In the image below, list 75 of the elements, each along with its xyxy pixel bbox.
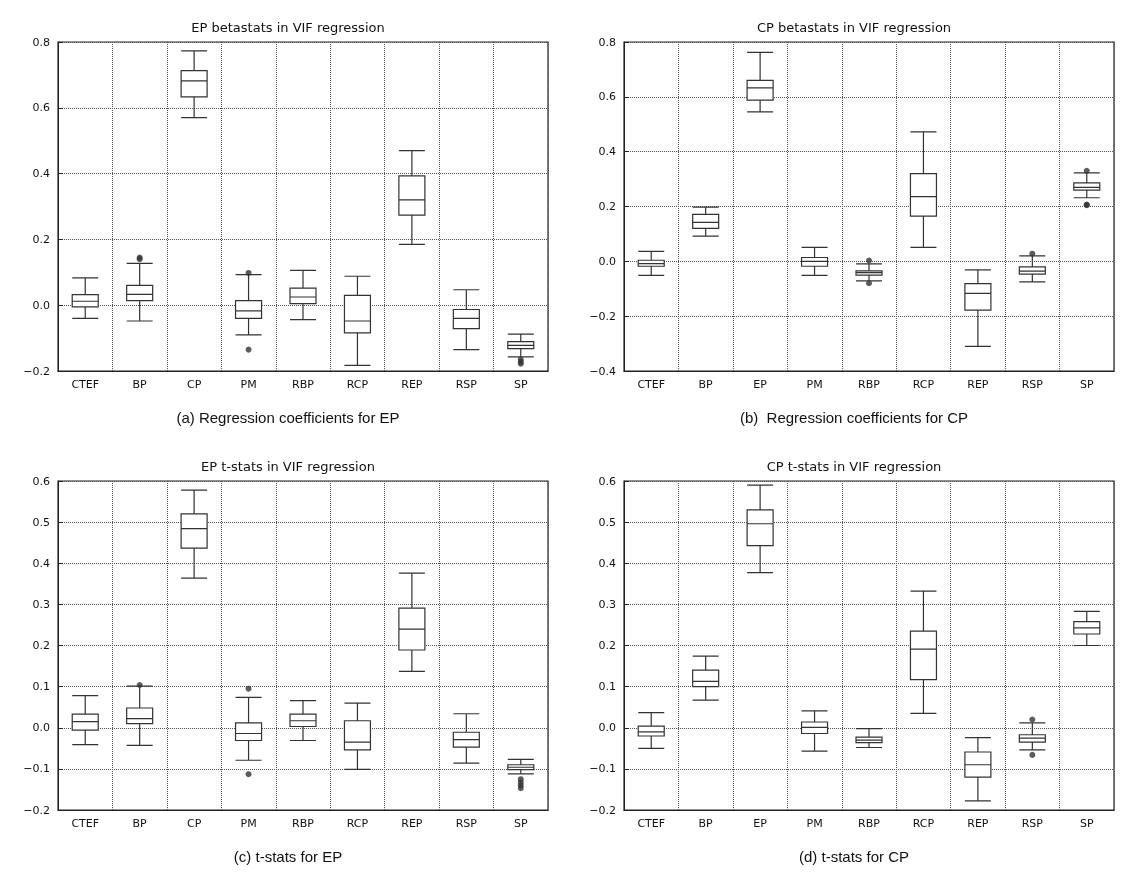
text: (b) Regression coefficients for CP bbox=[739, 409, 969, 426]
y-tick-label: 0.6 bbox=[32, 474, 50, 488]
x-tick-label: RCP bbox=[346, 817, 369, 830]
y-tick-label: −0.2 bbox=[589, 309, 616, 323]
x-tick-label: SP bbox=[513, 378, 528, 391]
x-tick-label: PM bbox=[806, 817, 823, 830]
y-tick-label: 0.1 bbox=[32, 680, 50, 694]
x-tick-label: RBP bbox=[292, 378, 315, 391]
text: (c) t-stats for EP bbox=[233, 848, 343, 865]
y-tick-label: 0.0 bbox=[598, 254, 616, 268]
y-tick-label: 0.5 bbox=[32, 515, 50, 529]
x-tick-label: BP bbox=[132, 817, 148, 830]
y-tick-label: 0.3 bbox=[32, 597, 50, 611]
chart-title: EP t-stats in VIF regression bbox=[201, 459, 375, 474]
x-tick-label: SP bbox=[1079, 817, 1094, 830]
y-tick-label: 0.5 bbox=[598, 515, 616, 529]
x-tick-label: RSP bbox=[1021, 817, 1044, 830]
x-tick-label: RCP bbox=[346, 378, 369, 391]
y-tick-label: −0.2 bbox=[589, 803, 616, 817]
x-tick-label: PM bbox=[240, 817, 257, 830]
y-tick-label: 0.1 bbox=[598, 680, 616, 694]
y-tick-label: −0.4 bbox=[589, 364, 616, 378]
x-tick-label: EP bbox=[753, 378, 768, 391]
x-tick-label: CTEF bbox=[637, 378, 666, 391]
x-tick-label: EP bbox=[753, 817, 768, 830]
x-tick-label: RBP bbox=[858, 817, 881, 830]
text: (d) t-stats for CP bbox=[798, 848, 910, 865]
y-tick-label: 0.4 bbox=[32, 167, 50, 181]
y-tick-label: 0.0 bbox=[32, 298, 50, 312]
chart-title: CP betastats in VIF regression bbox=[756, 20, 952, 35]
y-tick-label: −0.2 bbox=[23, 364, 50, 378]
x-tick-label: RSP bbox=[455, 378, 478, 391]
y-tick-label: 0.3 bbox=[598, 597, 616, 611]
y-tick-label: 0.6 bbox=[598, 90, 616, 104]
x-tick-label: BP bbox=[132, 378, 148, 391]
x-tick-label: REP bbox=[401, 817, 423, 830]
x-tick-label: CP bbox=[186, 817, 202, 830]
x-tick-label: SP bbox=[513, 817, 528, 830]
y-tick-label: 0.8 bbox=[598, 35, 616, 49]
x-tick-label: PM bbox=[240, 378, 257, 391]
text: (a) Regression coefficients for EP bbox=[176, 409, 400, 426]
x-tick-label: RCP bbox=[912, 817, 935, 830]
y-tick-label: −0.1 bbox=[589, 762, 616, 776]
x-tick-label: SP bbox=[1079, 378, 1094, 391]
y-tick-label: 0.6 bbox=[598, 474, 616, 488]
y-tick-label: −0.2 bbox=[23, 803, 50, 817]
chart-title: CP t-stats in VIF regression bbox=[766, 459, 942, 474]
x-tick-label: CTEF bbox=[71, 817, 100, 830]
x-tick-label: REP bbox=[967, 378, 989, 391]
x-tick-label: CP bbox=[186, 378, 202, 391]
chart-title: EP betastats in VIF regression bbox=[191, 20, 385, 35]
x-tick-label: REP bbox=[967, 817, 989, 830]
x-tick-label: RBP bbox=[292, 817, 315, 830]
y-tick-label: 0.4 bbox=[598, 556, 616, 570]
y-tick-label: 0.2 bbox=[32, 639, 50, 652]
x-tick-label: BP bbox=[698, 378, 714, 391]
x-tick-label: RBP bbox=[858, 378, 881, 391]
y-tick-label: 0.4 bbox=[32, 556, 50, 570]
y-tick-label: 0.2 bbox=[32, 232, 50, 246]
y-tick-label: 0.0 bbox=[598, 721, 616, 735]
x-tick-label: CTEF bbox=[637, 817, 666, 830]
x-tick-label: REP bbox=[401, 378, 423, 391]
y-tick-label: 0.8 bbox=[32, 35, 50, 49]
x-tick-label: RCP bbox=[912, 378, 935, 391]
x-tick-label: CTEF bbox=[71, 378, 100, 391]
x-tick-label: BP bbox=[698, 817, 714, 830]
y-tick-label: 0.6 bbox=[32, 101, 50, 115]
y-tick-label: 0.0 bbox=[32, 721, 50, 735]
x-tick-label: RSP bbox=[1021, 378, 1044, 391]
x-tick-label: PM bbox=[806, 378, 823, 391]
y-tick-label: −0.1 bbox=[23, 762, 50, 776]
x-tick-label: RSP bbox=[455, 817, 478, 830]
y-tick-label: 0.2 bbox=[598, 639, 616, 652]
y-tick-label: 0.2 bbox=[598, 200, 616, 213]
y-tick-label: 0.4 bbox=[598, 145, 616, 159]
